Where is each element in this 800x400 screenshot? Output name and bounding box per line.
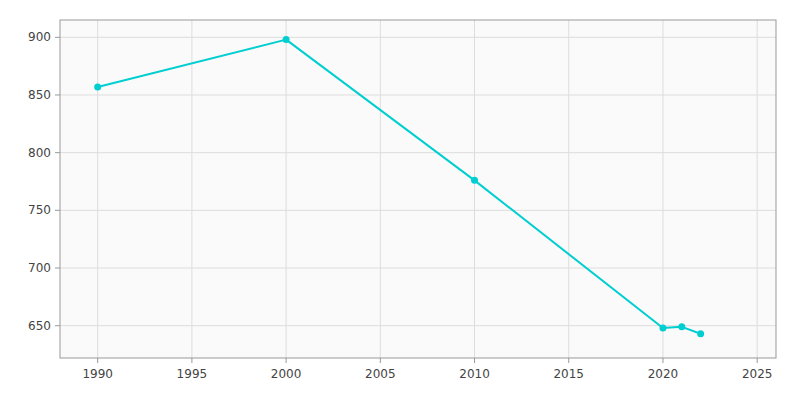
grid: [60, 20, 776, 358]
data-line: [98, 40, 701, 334]
grid-line-x: [568, 20, 569, 358]
x-tick-label: 1995: [177, 367, 208, 381]
x-tick-label: 2010: [459, 367, 490, 381]
x-tick-label: 2015: [553, 367, 584, 381]
y-tick: [55, 94, 60, 95]
x-tick: [97, 358, 98, 363]
chart-svg: 1990 1995 2000 2005 2010 2015 2020 2025 650 700 75…: [0, 0, 800, 400]
grid-line-x: [474, 20, 475, 358]
grid-line-y: [60, 325, 776, 326]
grid-line-x: [191, 20, 192, 358]
x-tick-label: 2025: [742, 367, 773, 381]
plot-area: [60, 20, 776, 358]
axes: 1990 1995 2000 2005 2010 2015 2020 2025 650 700 75…: [28, 30, 772, 381]
y-tick: [55, 325, 60, 326]
x-tick: [662, 358, 663, 363]
x-tick: [286, 358, 287, 363]
data-point: [94, 83, 101, 90]
x-tick: [757, 358, 758, 363]
x-tick: [380, 358, 381, 363]
grid-line-y: [60, 268, 776, 269]
plot-frame: [60, 20, 776, 358]
grid-line-y: [60, 37, 776, 38]
y-tick-label: 900: [28, 30, 51, 44]
grid-line-y: [60, 94, 776, 95]
y-tick: [55, 152, 60, 153]
x-tick-label: 2020: [648, 367, 679, 381]
x-tick: [568, 358, 569, 363]
data-point: [471, 177, 478, 184]
data-point: [283, 36, 290, 43]
data-layer: [94, 36, 704, 337]
chart-container: 1990 1995 2000 2005 2010 2015 2020 2025 650 700 75…: [0, 0, 800, 400]
grid-line-x: [662, 20, 663, 358]
y-tick: [55, 37, 60, 38]
grid-line-x: [757, 20, 758, 358]
grid-line-y: [60, 152, 776, 153]
x-tick: [474, 358, 475, 363]
y-tick-label: 650: [28, 319, 51, 333]
grid-line-y: [60, 210, 776, 211]
y-tick: [55, 210, 60, 211]
y-tick-label: 700: [28, 261, 51, 275]
x-tick-label: 2000: [271, 367, 302, 381]
x-tick: [191, 358, 192, 363]
data-point: [659, 325, 666, 332]
grid-line-x: [97, 20, 98, 358]
y-tick-label: 750: [28, 203, 51, 217]
data-point: [697, 330, 704, 337]
x-tick-label: 2005: [365, 367, 396, 381]
grid-line-x: [286, 20, 287, 358]
x-tick-label: 1990: [82, 367, 113, 381]
y-tick-label: 850: [28, 88, 51, 102]
y-tick: [55, 268, 60, 269]
y-tick-label: 800: [28, 146, 51, 160]
grid-line-x: [380, 20, 381, 358]
data-point: [678, 323, 685, 330]
